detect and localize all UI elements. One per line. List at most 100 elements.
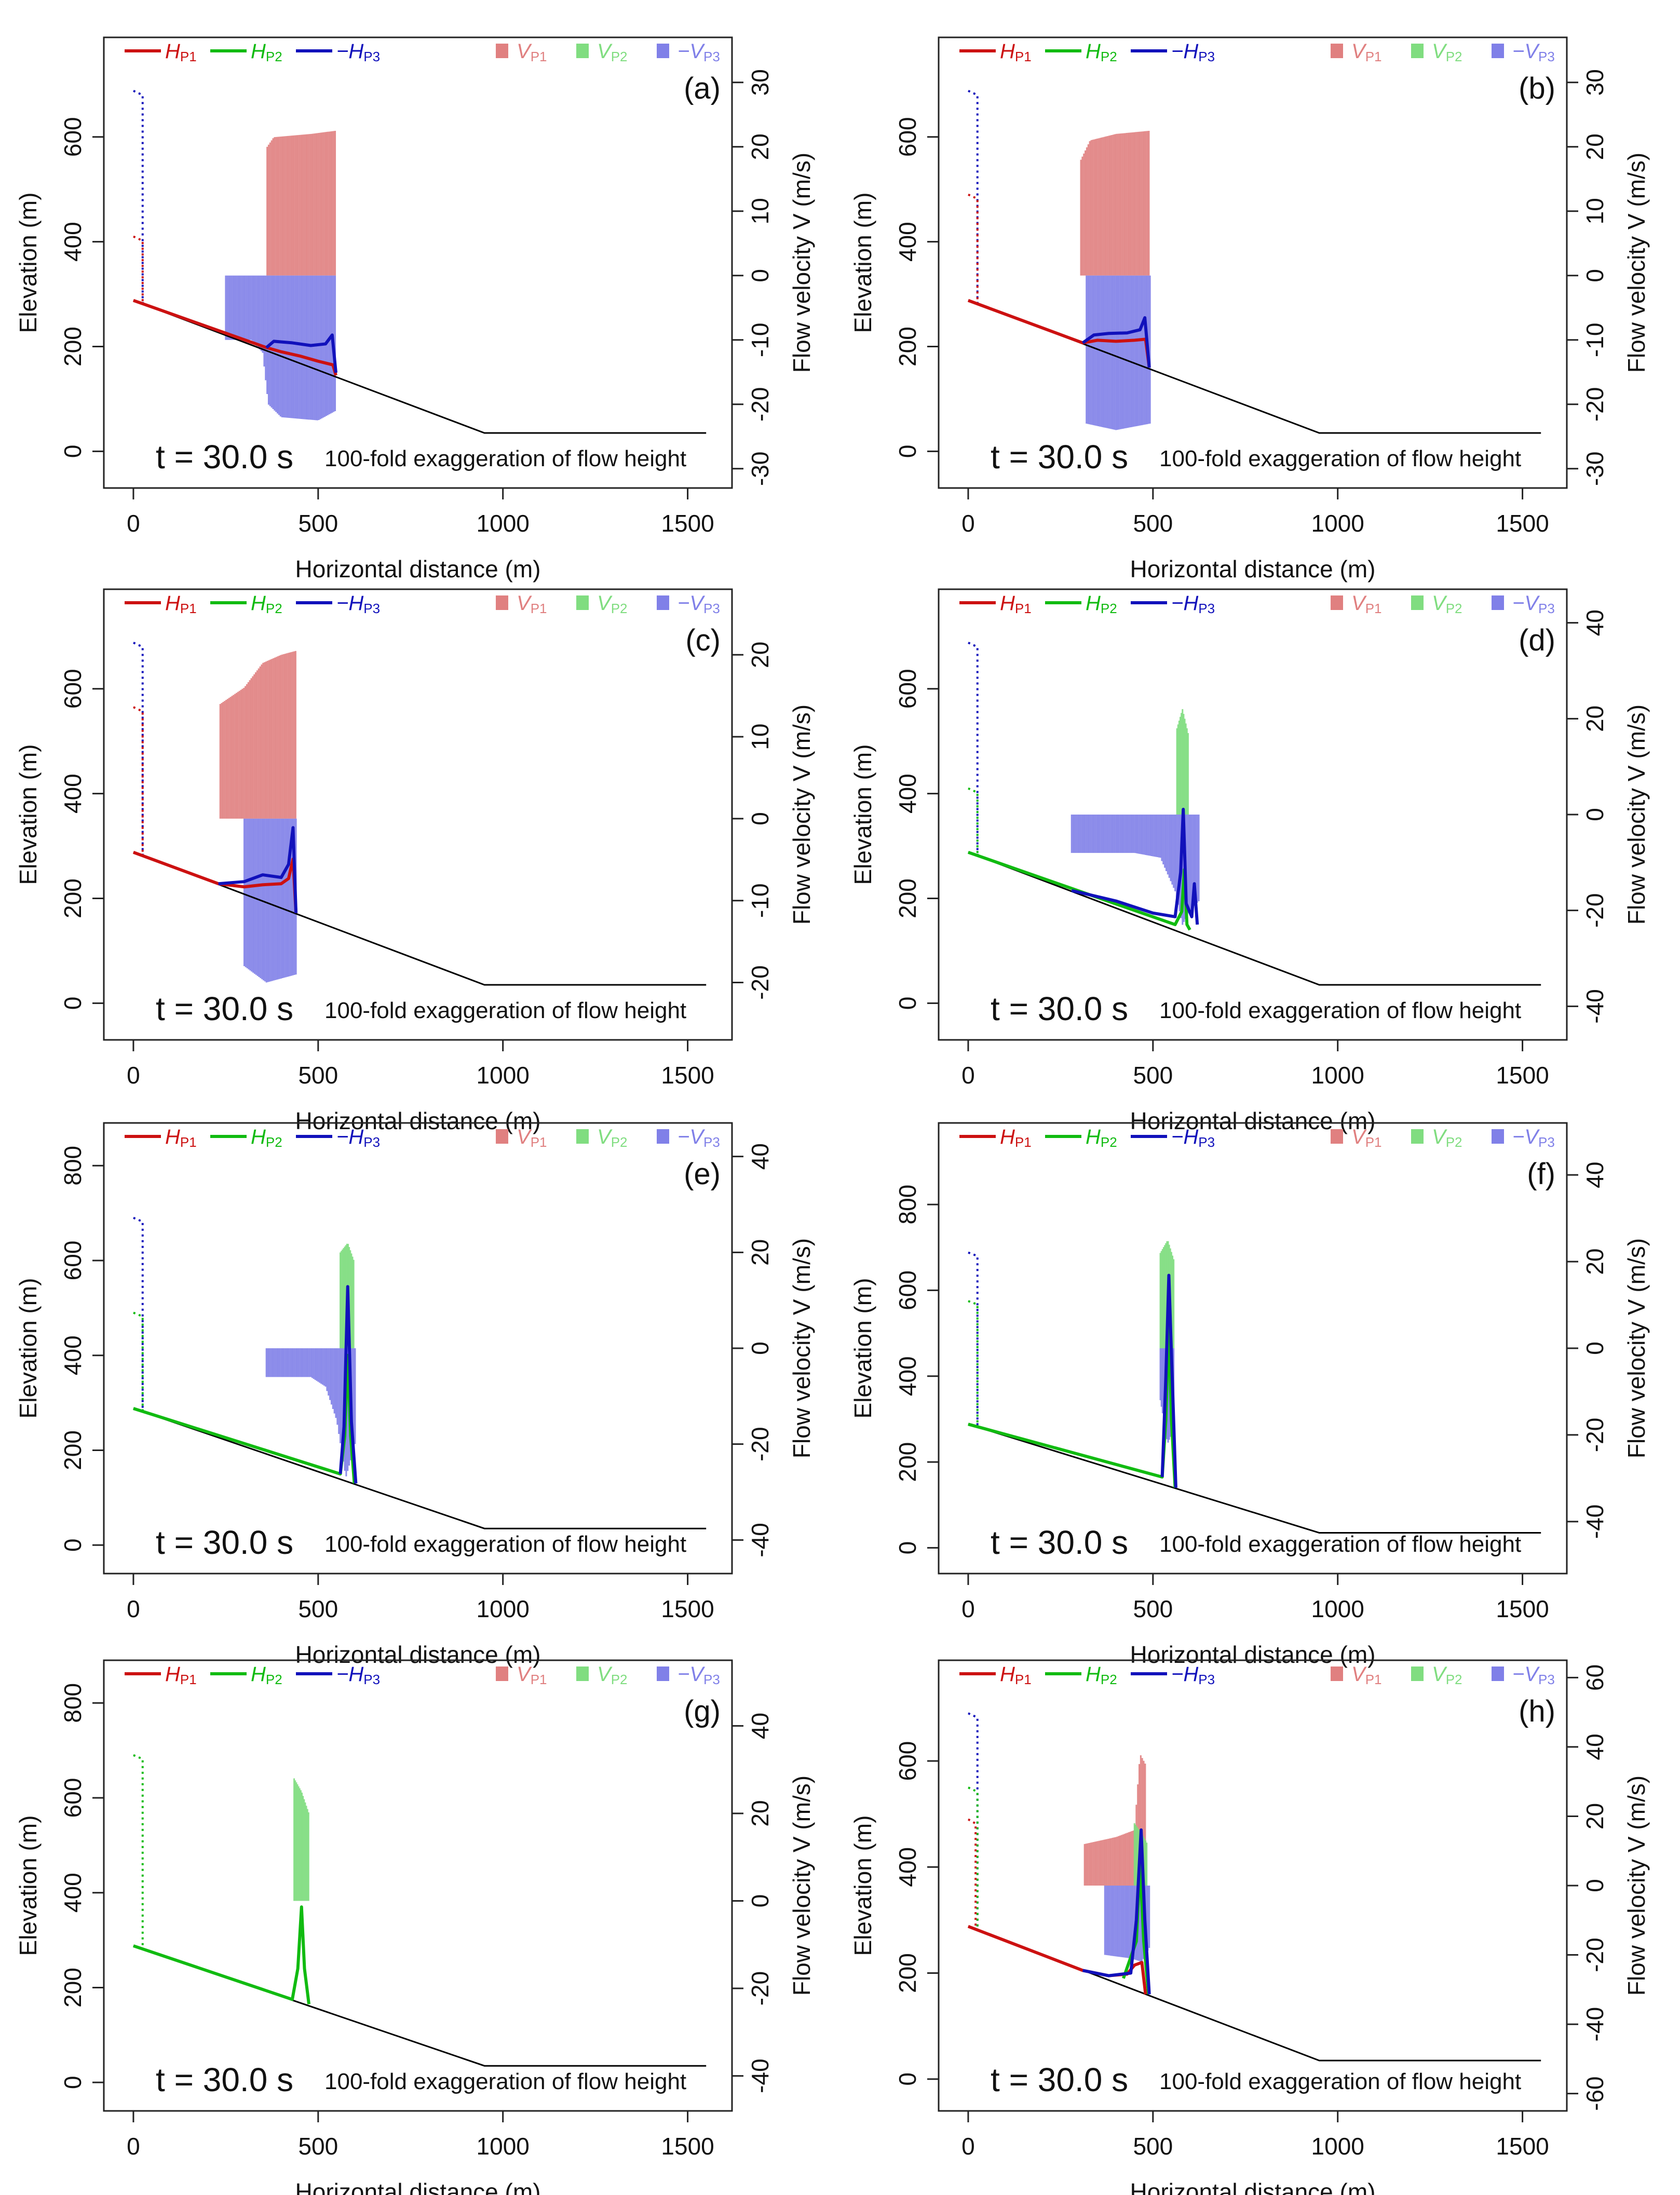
x-tick-label: 500	[1133, 1062, 1173, 1089]
x-tick-label: 1000	[1311, 510, 1364, 537]
y2-tick-label: 20	[1581, 1803, 1608, 1830]
y2-tick-label: -20	[747, 387, 774, 422]
legend-bar-swatch	[657, 1129, 669, 1144]
legend-line-label: HP2	[1086, 1663, 1117, 1687]
x-axis-label: Horizontal distance (m)	[295, 555, 541, 582]
legend-bar-swatch	[1411, 595, 1424, 610]
y2-tick-label: -30	[747, 452, 774, 486]
legend-bar-label: VP2	[597, 1126, 628, 1150]
time-label: t = 30.0 s	[156, 2061, 293, 2098]
y2-tick-label: 0	[747, 1342, 774, 1355]
legend-subscript: P2	[1101, 601, 1117, 616]
y2-tick-label: -20	[1581, 1937, 1608, 1972]
terrain-line	[133, 851, 707, 986]
x-tick-label: 1500	[1496, 2133, 1549, 2160]
legend-subscript: P2	[266, 49, 282, 64]
y2-tick-label: 20	[747, 642, 774, 668]
x-tick-label: 1000	[477, 1062, 530, 1089]
x-tick-label: 1500	[661, 1595, 714, 1622]
y-axis-label: Elevation (m)	[15, 193, 42, 333]
y2-tick-label: 40	[1581, 1162, 1608, 1188]
plot-frame	[103, 36, 733, 489]
legend-bar-swatch	[576, 1666, 589, 1681]
legend-bar-label: VP1	[1351, 592, 1382, 616]
release-area-marker	[133, 1216, 144, 1412]
legend-subscript: P2	[1101, 49, 1117, 64]
x-tick-label: 0	[961, 2133, 975, 2160]
release-area-marker	[133, 706, 144, 856]
plot-frame	[938, 1122, 1568, 1575]
y-tick-label: 200	[59, 1968, 86, 2008]
legend-bar-swatch	[657, 1666, 669, 1681]
legend-bar-label: VP2	[597, 40, 628, 64]
legend-bar-swatch	[496, 1666, 508, 1681]
legend-line-label: HP2	[1086, 40, 1117, 64]
legend-bar-label: VP2	[597, 592, 628, 616]
y-tick-label: 200	[59, 1430, 86, 1470]
y-tick-label: 400	[894, 1356, 921, 1396]
x-tick-label: 0	[127, 1062, 140, 1089]
x-tick-label: 1000	[1311, 1062, 1364, 1089]
panel-letter: (a)	[684, 72, 721, 105]
x-tick-label: 0	[127, 2133, 140, 2160]
x-tick-label: 500	[1133, 510, 1173, 537]
release-area-marker	[133, 1754, 144, 1949]
panel-letter: (d)	[1519, 624, 1555, 657]
y-tick-label: 400	[59, 774, 86, 814]
legend-subscript: P2	[1446, 1134, 1462, 1150]
y2-tick-label: 0	[1581, 1342, 1608, 1355]
x-axis-label: Horizontal distance (m)	[1130, 555, 1376, 582]
y2-tick-label: 20	[1581, 706, 1608, 732]
legend-line-label: −HP3	[1171, 40, 1215, 64]
terrain-line	[968, 1423, 1541, 1534]
legend-bar-swatch	[576, 44, 589, 58]
legend-subscript: P1	[1365, 1134, 1382, 1150]
x-tick-label: 500	[298, 1595, 338, 1622]
legend-subscript: P3	[703, 601, 720, 616]
time-label: t = 30.0 s	[991, 1524, 1128, 1561]
legend-subscript: P2	[1446, 601, 1462, 616]
release-area-marker	[968, 1300, 979, 1427]
time-label: t = 30.0 s	[156, 438, 293, 476]
legend-line-label: HP2	[1086, 1126, 1117, 1150]
legend-bar-label: −VP3	[1512, 1663, 1555, 1687]
y2-tick-label: 10	[747, 198, 774, 224]
legend-bar-label: VP2	[1432, 592, 1462, 616]
time-label: t = 30.0 s	[991, 990, 1128, 1027]
legend-subscript: P3	[1198, 49, 1215, 64]
legend-bar-label: −VP3	[678, 40, 720, 64]
y2-tick-label: -10	[747, 323, 774, 357]
y2-tick-label: 20	[747, 1800, 774, 1826]
legend-bar-label: −VP3	[678, 592, 720, 616]
legend-subscript: P1	[531, 1672, 547, 1687]
y2-tick-label: 30	[1581, 69, 1608, 96]
velocity-bars-vp3	[1071, 815, 1200, 925]
x-tick-label: 0	[961, 510, 975, 537]
plot-frame	[938, 588, 1568, 1041]
release-area-marker	[133, 235, 144, 304]
legend-subscript: P3	[363, 1134, 380, 1150]
legend-bar-label: −VP3	[1512, 592, 1555, 616]
legend-bar-swatch	[1411, 1129, 1424, 1144]
velocity-bars-vp3	[225, 275, 336, 421]
plot-frame	[938, 1659, 1568, 2112]
legend-subscript: P1	[1015, 49, 1032, 64]
y2-tick-label: 20	[1581, 133, 1608, 160]
release-area-marker	[968, 1251, 979, 1427]
legend-bar-label: VP2	[1432, 1126, 1462, 1150]
legend-subscript: P2	[1446, 49, 1462, 64]
velocity-bars-vp3	[243, 818, 297, 983]
legend-subscript: P3	[1538, 1672, 1555, 1687]
y2-tick-label: -10	[747, 883, 774, 917]
y-tick-label: 400	[894, 222, 921, 262]
legend-subscript: P1	[531, 601, 547, 616]
y-tick-label: 200	[59, 878, 86, 918]
y2-axis-label: Flow velocity V (m/s)	[1623, 153, 1650, 373]
release-area-marker	[968, 642, 979, 856]
velocity-bars-vp1	[1080, 131, 1150, 276]
y2-tick-label: 10	[1581, 198, 1608, 224]
y2-tick-label: -20	[1581, 893, 1608, 927]
